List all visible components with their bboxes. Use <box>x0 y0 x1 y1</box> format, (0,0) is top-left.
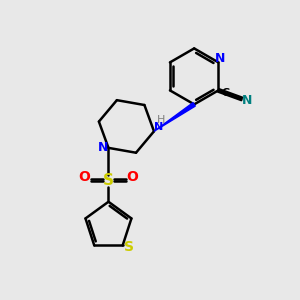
Text: N: N <box>98 141 108 154</box>
Text: S: S <box>124 240 134 254</box>
Polygon shape <box>154 103 195 131</box>
Text: N: N <box>215 52 225 65</box>
Text: H: H <box>157 115 166 125</box>
Text: O: O <box>127 170 139 184</box>
Text: O: O <box>78 170 90 184</box>
Text: N: N <box>242 94 252 107</box>
Text: N: N <box>154 122 164 132</box>
Text: S: S <box>103 173 114 188</box>
Text: C: C <box>222 88 230 98</box>
